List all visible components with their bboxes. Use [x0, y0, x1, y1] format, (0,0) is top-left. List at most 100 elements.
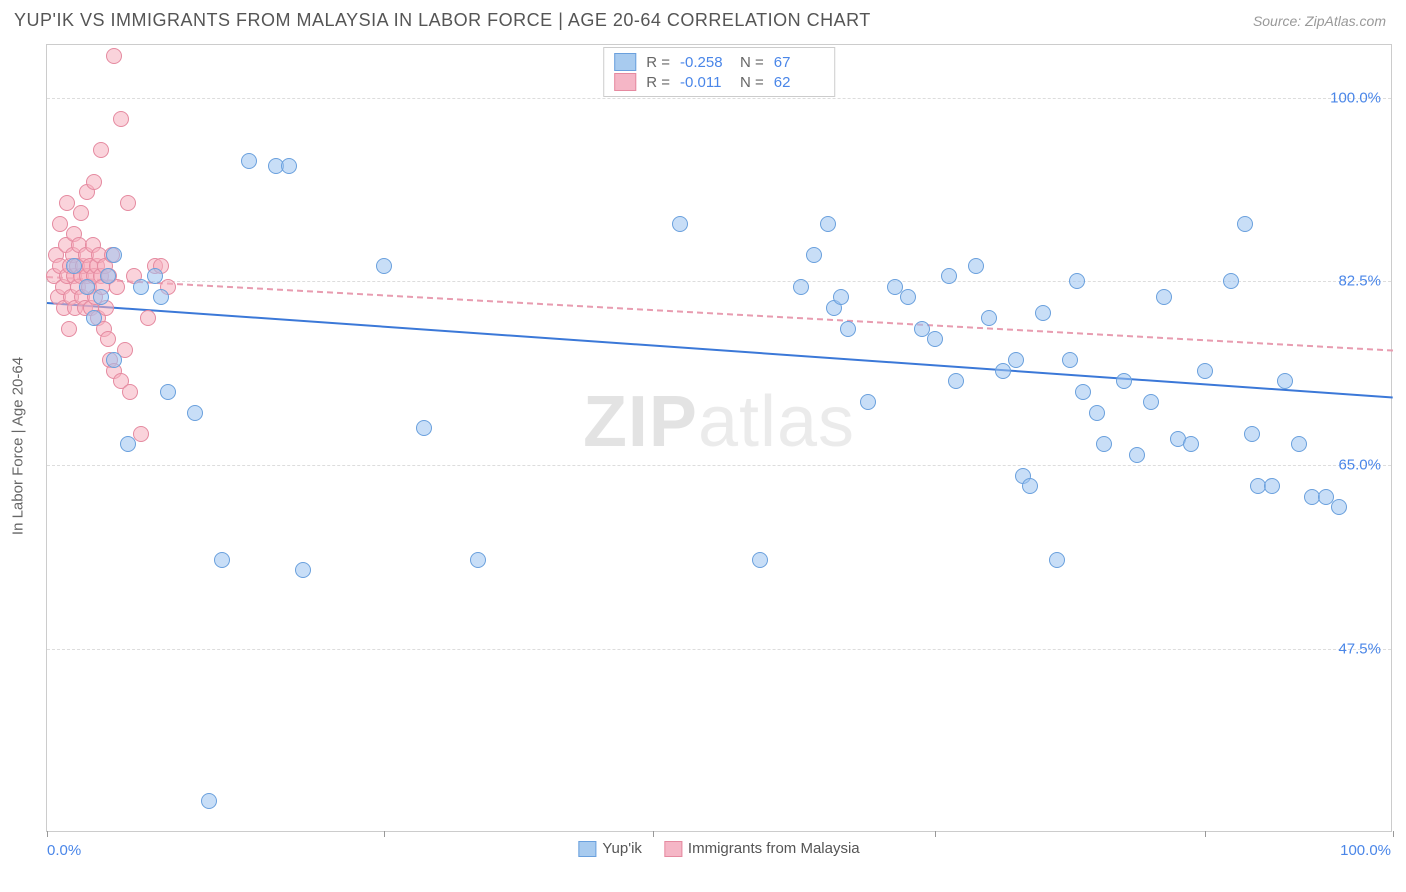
scatter-point-pink	[93, 142, 109, 158]
scatter-point-blue	[120, 436, 136, 452]
scatter-point-pink	[61, 321, 77, 337]
x-tick-mark	[384, 831, 385, 837]
scatter-point-blue	[147, 268, 163, 284]
scatter-point-blue	[1049, 552, 1065, 568]
x-axis-max-label: 100.0%	[1340, 842, 1391, 859]
stat-n-label: N =	[740, 54, 764, 71]
scatter-point-blue	[1129, 447, 1145, 463]
stat-n-value-pink: 62	[774, 74, 824, 91]
scatter-point-blue	[1223, 273, 1239, 289]
scatter-point-pink	[106, 48, 122, 64]
y-tick-label: 47.5%	[1338, 641, 1381, 658]
stats-row-blue: R = -0.258 N = 67	[614, 52, 824, 72]
scatter-point-blue	[1264, 478, 1280, 494]
scatter-point-blue	[941, 268, 957, 284]
scatter-point-blue	[376, 258, 392, 274]
scatter-point-pink	[120, 195, 136, 211]
scatter-point-pink	[100, 331, 116, 347]
scatter-point-blue	[1183, 436, 1199, 452]
scatter-point-blue	[672, 216, 688, 232]
scatter-point-blue	[927, 331, 943, 347]
scatter-point-blue	[106, 352, 122, 368]
scatter-point-pink	[73, 205, 89, 221]
y-axis-label: In Labor Force | Age 20-64	[10, 357, 27, 535]
scatter-point-blue	[1277, 373, 1293, 389]
legend-swatch-pink-icon	[664, 841, 682, 857]
gridline-horizontal	[47, 98, 1391, 99]
scatter-point-blue	[1008, 352, 1024, 368]
scatter-point-blue	[201, 793, 217, 809]
scatter-point-blue	[840, 321, 856, 337]
stat-n-label: N =	[740, 74, 764, 91]
scatter-point-blue	[1089, 405, 1105, 421]
scatter-point-blue	[1331, 499, 1347, 515]
x-tick-mark	[935, 831, 936, 837]
scatter-point-pink	[133, 426, 149, 442]
scatter-point-blue	[1291, 436, 1307, 452]
y-tick-label: 82.5%	[1338, 273, 1381, 290]
scatter-point-blue	[833, 289, 849, 305]
scatter-point-pink	[122, 384, 138, 400]
scatter-point-blue	[1035, 305, 1051, 321]
x-tick-mark	[1393, 831, 1394, 837]
scatter-point-blue	[153, 289, 169, 305]
stat-r-value-pink: -0.011	[680, 74, 730, 91]
legend-item-blue: Yup'ik	[578, 840, 642, 857]
scatter-point-blue	[214, 552, 230, 568]
scatter-point-blue	[1116, 373, 1132, 389]
scatter-point-blue	[1156, 289, 1172, 305]
scatter-point-blue	[900, 289, 916, 305]
source-attribution: Source: ZipAtlas.com	[1253, 13, 1386, 29]
scatter-point-blue	[133, 279, 149, 295]
chart-plot-area: 47.5%65.0%82.5%100.0% ZIPatlas R = -0.25…	[46, 44, 1392, 832]
correlation-stats-legend: R = -0.258 N = 67 R = -0.011 N = 62	[603, 47, 835, 97]
scatter-point-blue	[1075, 384, 1091, 400]
legend-label-blue: Yup'ik	[602, 840, 642, 857]
scatter-point-blue	[187, 405, 203, 421]
legend-item-pink: Immigrants from Malaysia	[664, 840, 860, 857]
scatter-point-blue	[281, 158, 297, 174]
series-legend: Yup'ik Immigrants from Malaysia	[578, 840, 859, 857]
scatter-point-blue	[295, 562, 311, 578]
scatter-point-blue	[1096, 436, 1112, 452]
stat-r-value-blue: -0.258	[680, 54, 730, 71]
scatter-point-blue	[793, 279, 809, 295]
gridline-horizontal	[47, 649, 1391, 650]
trendline-blue	[47, 302, 1393, 399]
trendline-pink	[47, 276, 1393, 352]
x-tick-mark	[653, 831, 654, 837]
scatter-point-blue	[1237, 216, 1253, 232]
scatter-point-pink	[140, 310, 156, 326]
x-tick-mark	[47, 831, 48, 837]
chart-title: YUP'IK VS IMMIGRANTS FROM MALAYSIA IN LA…	[14, 10, 871, 31]
scatter-point-blue	[93, 289, 109, 305]
scatter-point-blue	[100, 268, 116, 284]
scatter-point-blue	[1062, 352, 1078, 368]
scatter-point-blue	[160, 384, 176, 400]
scatter-point-blue	[948, 373, 964, 389]
stat-r-label: R =	[646, 74, 670, 91]
legend-label-pink: Immigrants from Malaysia	[688, 840, 860, 857]
scatter-point-blue	[470, 552, 486, 568]
scatter-point-blue	[1197, 363, 1213, 379]
swatch-blue-icon	[614, 53, 636, 71]
gridline-horizontal	[47, 281, 1391, 282]
scatter-point-blue	[995, 363, 1011, 379]
stats-row-pink: R = -0.011 N = 62	[614, 72, 824, 92]
scatter-point-blue	[106, 247, 122, 263]
x-axis-min-label: 0.0%	[47, 842, 81, 859]
scatter-point-blue	[66, 258, 82, 274]
scatter-point-pink	[86, 174, 102, 190]
stat-n-value-blue: 67	[774, 54, 824, 71]
scatter-point-blue	[1069, 273, 1085, 289]
scatter-point-blue	[1244, 426, 1260, 442]
scatter-point-pink	[113, 111, 129, 127]
scatter-point-blue	[981, 310, 997, 326]
x-tick-mark	[1205, 831, 1206, 837]
scatter-point-blue	[806, 247, 822, 263]
scatter-point-blue	[416, 420, 432, 436]
scatter-point-blue	[968, 258, 984, 274]
scatter-point-blue	[86, 310, 102, 326]
legend-swatch-blue-icon	[578, 841, 596, 857]
y-tick-label: 65.0%	[1338, 457, 1381, 474]
